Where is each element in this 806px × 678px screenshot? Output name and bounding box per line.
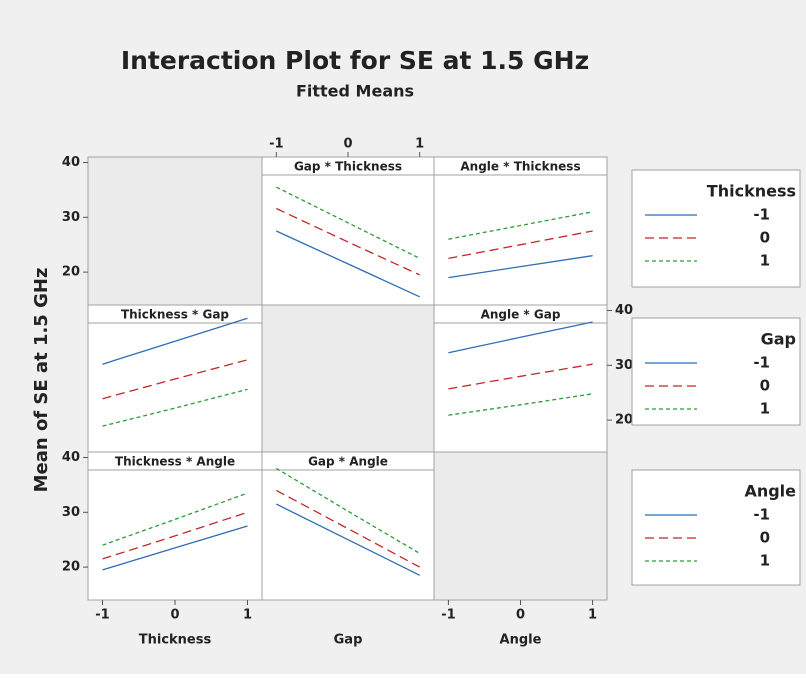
y-tick-label: 30 — [615, 358, 633, 373]
interaction-line — [276, 230, 420, 298]
panel — [261, 156, 435, 306]
x-tick-label: 1 — [415, 137, 424, 152]
legend-label: -1 — [753, 206, 770, 224]
legend-label: 1 — [760, 252, 770, 270]
chart-subtitle: Fitted Means — [296, 82, 414, 101]
panel — [87, 451, 263, 601]
interaction-line — [102, 388, 248, 427]
panel-title: Gap * Angle — [308, 455, 388, 469]
empty-cell — [87, 156, 263, 306]
y-tick-label: 30 — [62, 210, 80, 225]
panel — [433, 304, 608, 454]
y-tick-label: 20 — [62, 265, 80, 280]
chart-title: Interaction Plot for SE at 1.5 GHz — [121, 46, 589, 75]
x-tick-label: -1 — [95, 608, 109, 623]
legend-label: 1 — [760, 552, 770, 570]
x-tick-label: 0 — [170, 608, 179, 623]
y-tick-label: 20 — [62, 560, 80, 575]
legend-label: 0 — [760, 229, 770, 247]
x-tick-label: -1 — [441, 608, 455, 623]
panel-title: Angle * Gap — [481, 308, 561, 322]
panel-header — [433, 156, 608, 176]
panel-title: Thickness * Angle — [115, 455, 235, 469]
x-tick-label: 0 — [343, 137, 352, 152]
interaction-line — [102, 511, 248, 560]
interaction-line — [276, 207, 420, 276]
legend-box — [631, 469, 801, 586]
x-tick-label: 1 — [243, 608, 252, 623]
legend-title: Gap — [761, 330, 796, 349]
interaction-line — [102, 359, 248, 400]
panel-title: Thickness * Gap — [121, 308, 229, 322]
x-axis-label: Gap — [334, 633, 363, 648]
legend-box — [631, 317, 801, 426]
panel-title: Angle * Thickness — [460, 160, 580, 174]
interaction-line — [102, 525, 248, 571]
legend-title: Angle — [744, 482, 796, 501]
y-tick-label: 20 — [615, 413, 633, 428]
interaction-line — [448, 393, 593, 416]
legend-label: -1 — [753, 354, 770, 372]
interaction-line — [276, 186, 420, 259]
interaction-line — [448, 255, 593, 279]
y-tick-label: 30 — [62, 505, 80, 520]
panel-title: Gap * Thickness — [294, 160, 402, 174]
interaction-line — [448, 321, 593, 354]
interaction-line — [448, 363, 593, 390]
x-tick-label: 0 — [516, 608, 525, 623]
legend-label: 0 — [760, 529, 770, 547]
panel-header — [433, 304, 608, 324]
legend-label: -1 — [753, 506, 770, 524]
panel — [433, 156, 608, 306]
empty-cell — [261, 304, 435, 454]
interaction-line — [448, 230, 593, 260]
interaction-line — [276, 503, 420, 576]
y-tick-label: 40 — [615, 303, 633, 318]
panel-header — [261, 451, 435, 471]
legend-label: 1 — [760, 400, 770, 418]
y-tick-label: 40 — [62, 450, 80, 465]
legend-label: 0 — [760, 377, 770, 395]
interaction-line — [448, 211, 593, 240]
legend-title: Thickness — [707, 182, 796, 201]
y-axis-label: Mean of SE at 1.5 GHz — [31, 268, 52, 493]
legend-box — [631, 169, 801, 288]
interaction-line — [102, 492, 248, 546]
panel-header — [87, 304, 263, 324]
x-tick-label: -1 — [269, 137, 283, 152]
interaction-line — [102, 317, 248, 365]
panel — [261, 451, 435, 601]
y-tick-label: 40 — [62, 155, 80, 170]
x-tick-label: 1 — [588, 608, 597, 623]
empty-cell — [433, 451, 608, 601]
x-axis-label: Angle — [500, 633, 542, 648]
x-axis-label: Thickness — [139, 633, 212, 648]
